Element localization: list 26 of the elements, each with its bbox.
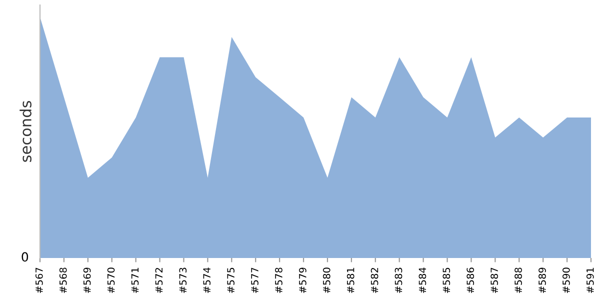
x-tick-label: #581 <box>346 268 354 293</box>
annotation: 0 <box>22 252 28 262</box>
x-tick-label: #586 <box>466 268 474 293</box>
x-tick-label: #580 <box>322 268 330 293</box>
x-tick-label: #583 <box>394 268 402 293</box>
x-tick-label: #568 <box>59 268 67 293</box>
x-tick-label: #571 <box>131 268 139 293</box>
x-tick-label: #570 <box>107 268 115 293</box>
x-tick-label: #575 <box>227 268 234 293</box>
x-tick-label: #587 <box>490 268 498 293</box>
x-tick-label: #578 <box>275 268 282 293</box>
x-tick-label: #591 <box>586 268 594 293</box>
x-tick-label: #577 <box>251 268 258 293</box>
x-tick-label: #584 <box>418 268 426 293</box>
x-tick-label: #579 <box>298 268 306 293</box>
x-tick-label: #567 <box>35 268 43 293</box>
x-tick-label: #585 <box>442 268 450 293</box>
x-tick-label: #574 <box>203 268 211 293</box>
x-tick-label: #569 <box>83 268 91 293</box>
x-tick-label: #588 <box>514 268 522 293</box>
x-tick-label: #573 <box>179 268 187 293</box>
x-tick-label: #590 <box>562 268 570 293</box>
x-tick-label: #572 <box>155 268 163 293</box>
x-tick-label: #582 <box>370 268 378 293</box>
x-tick-label: #589 <box>538 268 546 293</box>
y-axis-title: seconds <box>20 101 32 162</box>
